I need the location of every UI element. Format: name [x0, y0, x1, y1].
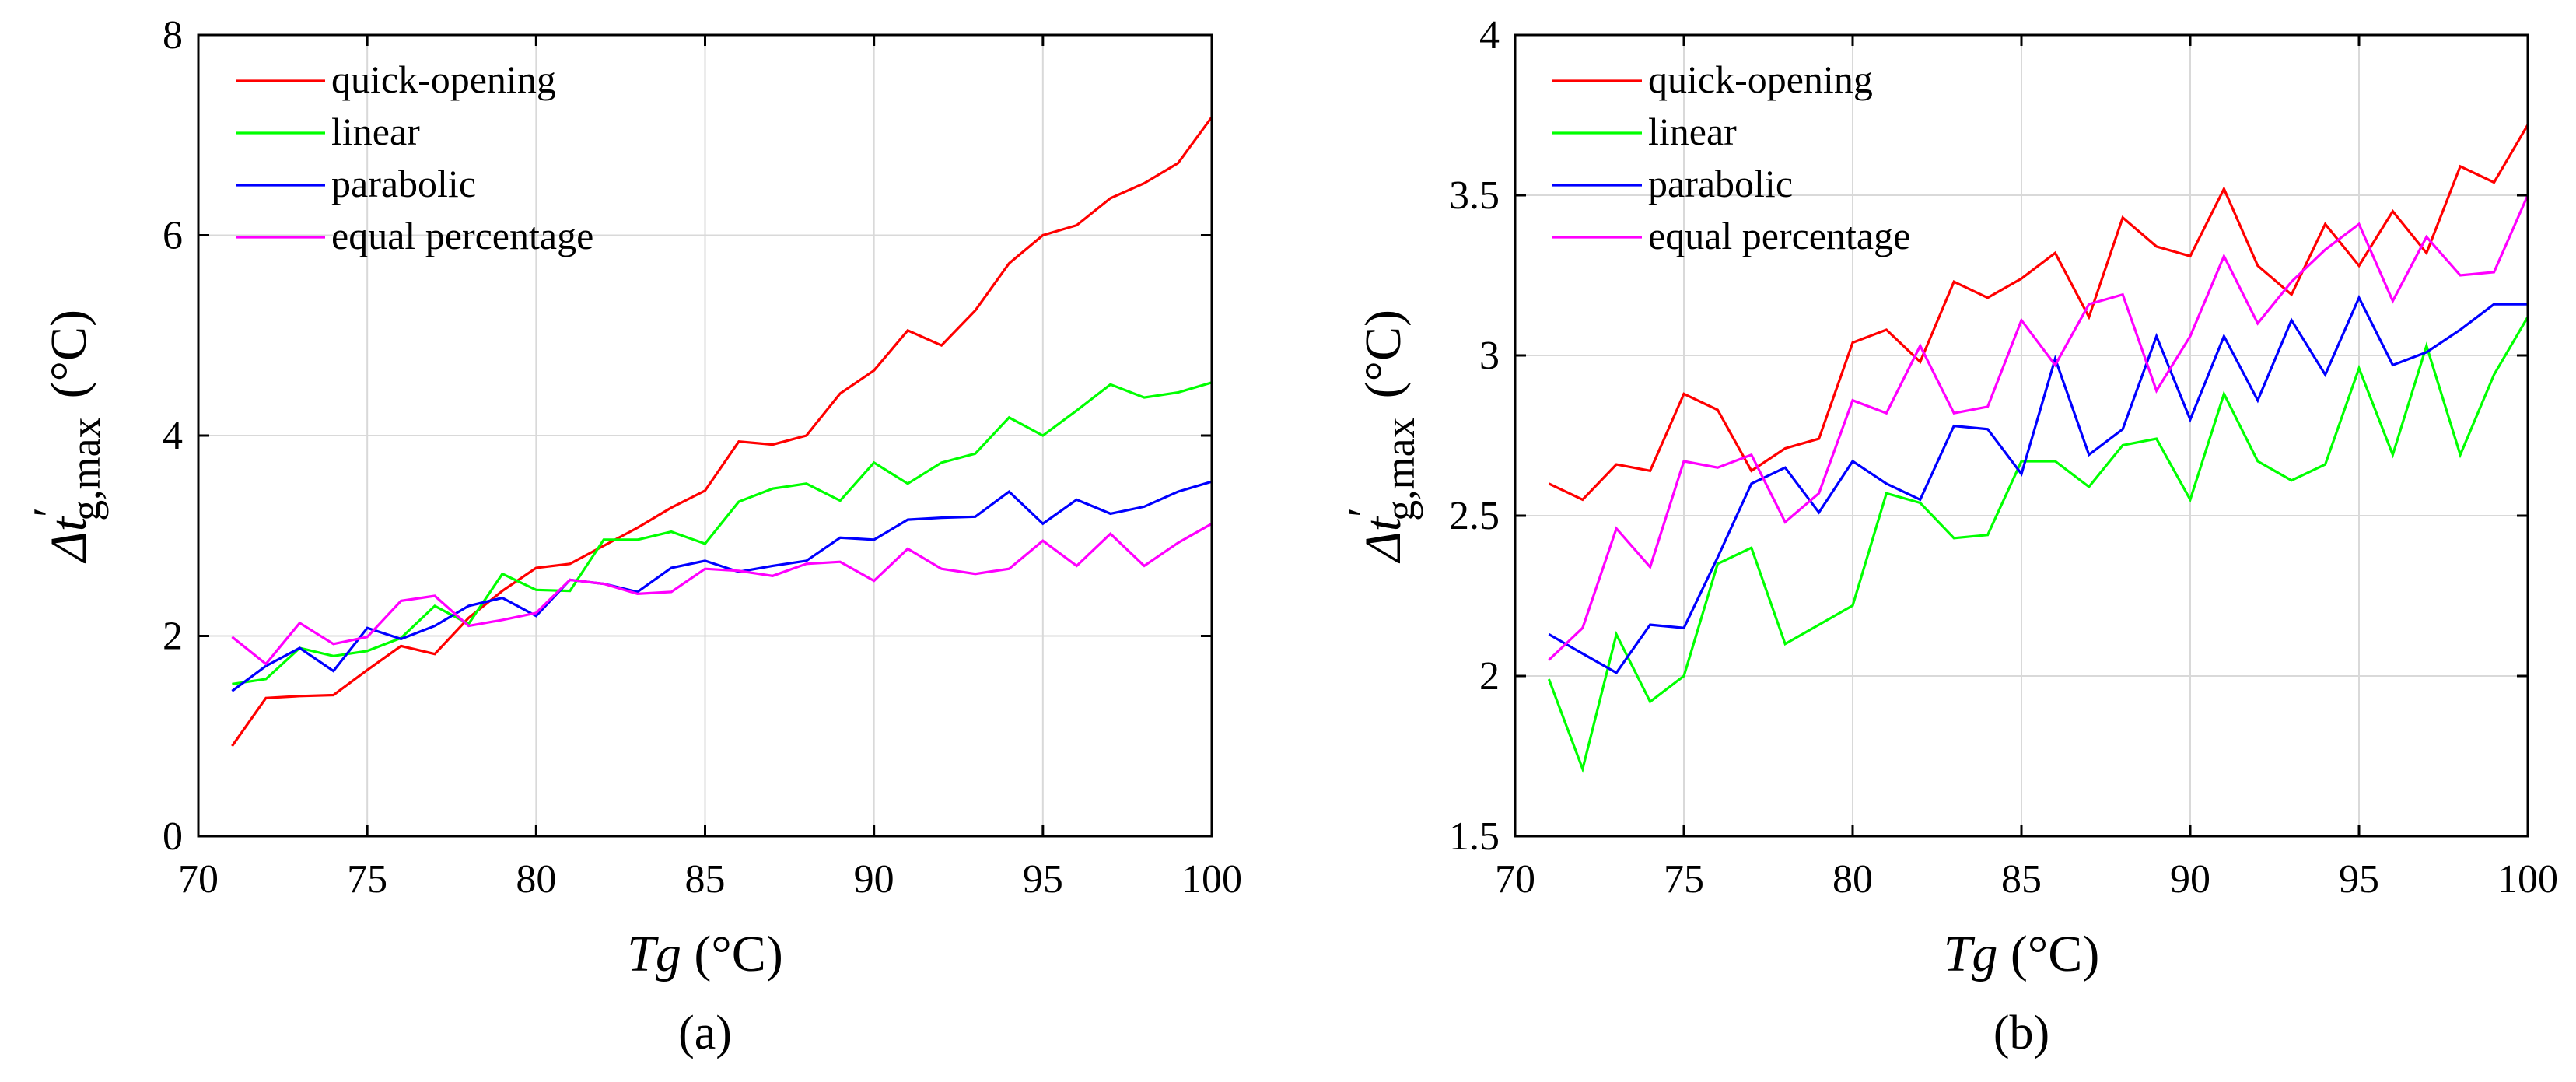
series-line-linear	[1547, 316, 2529, 773]
y-axis-label-var: Δt	[40, 516, 97, 564]
y-tick-label: 3.5	[1449, 173, 1500, 218]
y-axis-label-unit: (°C)	[1355, 310, 1412, 398]
x-axis-label-unit: (°C)	[1997, 926, 2099, 982]
y-axis-label-subscript: g,max	[1377, 417, 1423, 520]
x-tick-label: 85	[685, 857, 726, 902]
x-tick-label: 70	[178, 857, 219, 902]
y-axis-label-prime: ′	[1339, 507, 1390, 517]
panel-b-chart: 70 75 80 85 90 95 100 1.5 2 2.5 3 3.5 4 quick-opening…	[1339, 13, 2558, 1059]
y-tick-label: 6	[163, 214, 183, 258]
x-axis-label-var: Tg	[1944, 926, 1998, 982]
panel-label: (a)	[678, 1007, 732, 1059]
x-tick-label: 95	[2339, 857, 2379, 902]
series-line-equal-percentage	[231, 522, 1213, 666]
legend: quick-opening linear parabolic equal percen…	[236, 58, 593, 257]
y-axis-label-unit: (°C)	[40, 310, 97, 398]
x-tick-label: 80	[1832, 857, 1873, 902]
x-tick-label: 75	[347, 857, 387, 902]
x-tick-label: 90	[2170, 857, 2210, 902]
x-axis-label: Tg (°C)	[1944, 926, 2100, 982]
legend: quick-opening linear parabolic equal percen…	[1552, 58, 1910, 257]
y-axis-label-subscript: g,max	[62, 417, 109, 520]
legend-label-equal-percentage: equal percentage	[331, 214, 593, 257]
x-tick-label: 80	[516, 857, 556, 902]
y-tick-label: 2	[163, 615, 183, 659]
series-line-parabolic	[231, 480, 1213, 692]
x-axis-label-var: Tg	[627, 926, 681, 982]
series-line-equal-percentage	[1548, 194, 2529, 661]
x-axis-label-unit: (°C)	[681, 926, 783, 982]
series-line-quick-opening	[231, 116, 1213, 748]
y-tick-label: 4	[163, 414, 183, 458]
y-tick-label: 8	[163, 13, 183, 58]
x-axis-label: Tg (°C)	[627, 926, 783, 982]
x-tick-label: 100	[1181, 857, 1242, 902]
legend-label-parabolic: parabolic	[331, 162, 476, 205]
panel-a-chart: 70 75 80 85 90 95 100 0 2 4 6 8 quick-opening linear p…	[24, 13, 1242, 1059]
y-tick-label: 3	[1479, 334, 1500, 378]
x-tick-label: 90	[854, 857, 894, 902]
legend-label-quick-opening: quick-opening	[1648, 58, 1873, 101]
x-tick-label: 70	[1495, 857, 1535, 902]
x-tick-label: 75	[1664, 857, 1704, 902]
x-tick-label: 95	[1023, 857, 1063, 902]
y-tick-label: 4	[1479, 13, 1500, 58]
series-line-parabolic	[1548, 295, 2528, 675]
legend-label-quick-opening: quick-opening	[331, 58, 556, 101]
y-tick-label: 2.5	[1449, 494, 1500, 538]
y-tick-label: 2	[1479, 654, 1500, 699]
legend-label-equal-percentage: equal percentage	[1648, 214, 1910, 257]
y-tick-label: 1.5	[1449, 814, 1500, 859]
x-tick-label: 100	[2497, 857, 2558, 902]
legend-label-linear: linear	[331, 110, 420, 153]
y-axis-label: Δt′g,max (°C)	[24, 310, 109, 564]
panel-label: (b)	[1993, 1007, 2049, 1059]
y-axis-label: Δt′g,max (°C)	[1339, 310, 1423, 564]
y-tick-label: 0	[163, 814, 183, 859]
legend-label-linear: linear	[1648, 110, 1737, 153]
legend-label-parabolic: parabolic	[1648, 162, 1793, 205]
y-axis-label-prime: ′	[24, 507, 75, 517]
series-line-linear	[232, 381, 1213, 685]
x-tick-label: 85	[2001, 857, 2042, 902]
y-axis-label-var: Δt	[1355, 516, 1412, 564]
series-line-quick-opening	[1548, 124, 2529, 502]
